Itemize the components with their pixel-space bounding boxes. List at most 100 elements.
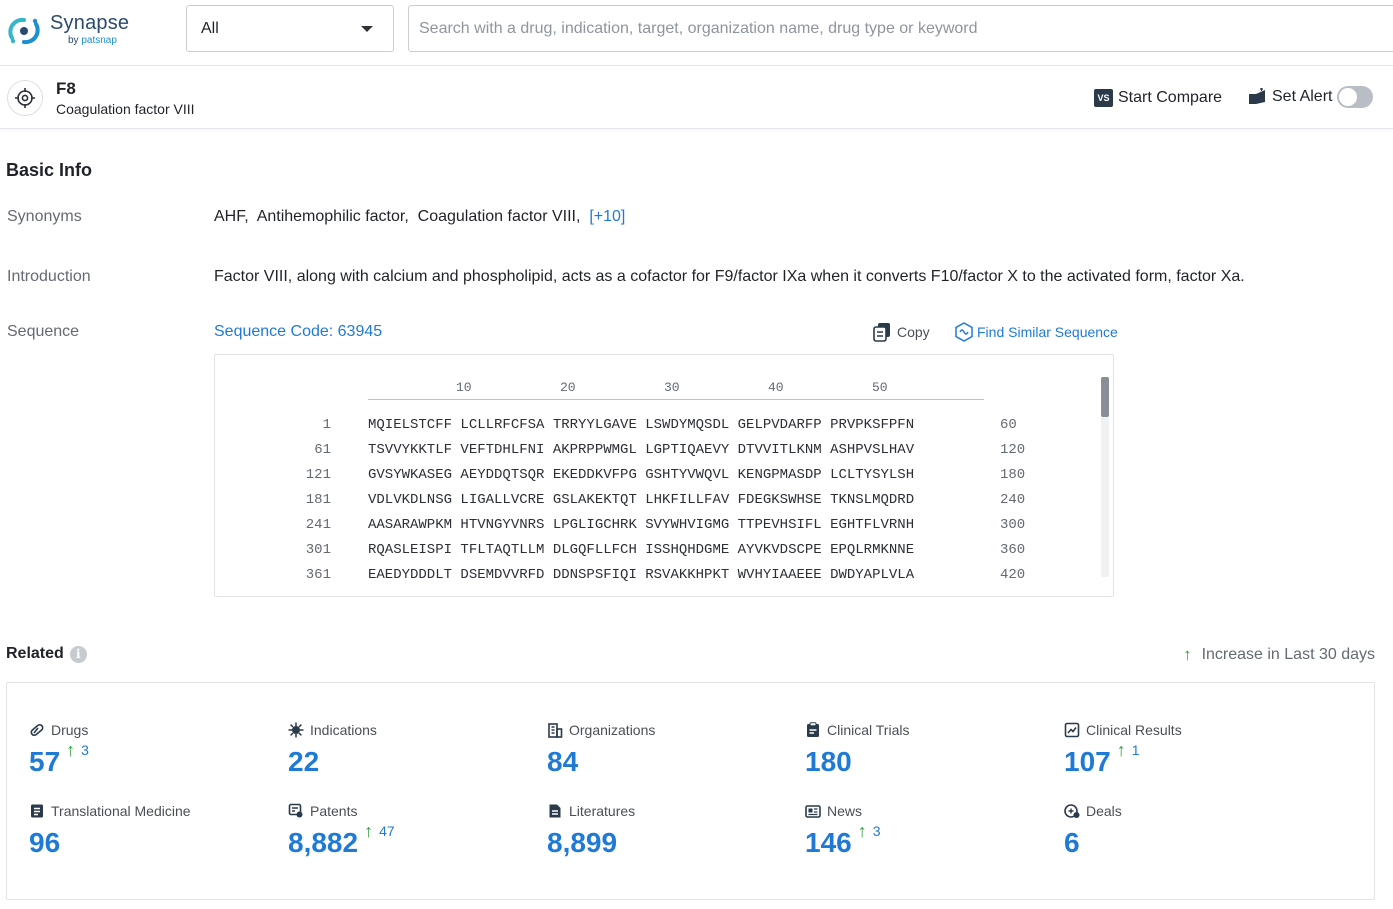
stat-translational-medicine[interactable]: Translational Medicine 96 bbox=[29, 801, 269, 871]
synapse-logo[interactable]: Synapse by patsnap bbox=[6, 12, 136, 48]
set-alert-toggle[interactable] bbox=[1337, 86, 1373, 108]
info-icon[interactable]: i bbox=[70, 646, 87, 663]
sequence-line-end: 120 bbox=[1000, 442, 1025, 458]
scrollbar-thumb[interactable] bbox=[1101, 377, 1109, 417]
ruler-tick: 40 bbox=[768, 380, 784, 395]
sequence-line: 361 EAEDYDDDLT DSEMDVVRFD DDNSPSFIQI RSVA… bbox=[215, 567, 1095, 592]
stat-patents[interactable]: Patents 8,882 ↑47 bbox=[288, 801, 528, 871]
sequence-line: 181 VDLVKDLNSG LIGALLVCRE GSLAKEKTQT LHKF… bbox=[215, 492, 1095, 517]
target-icon bbox=[7, 80, 43, 116]
stat-increase-value: 1 bbox=[1132, 741, 1140, 759]
sequence-label: Sequence bbox=[7, 323, 79, 341]
find-similar-label: Find Similar Sequence bbox=[977, 324, 1118, 340]
sequence-line-start: 181 bbox=[271, 492, 331, 508]
copy-button[interactable]: Copy bbox=[873, 320, 930, 344]
stat-label: News bbox=[827, 803, 862, 819]
related-title: Related i bbox=[6, 645, 87, 663]
stat-value: 96 bbox=[29, 827, 60, 859]
set-alert-label: Set Alert bbox=[1272, 88, 1332, 106]
notebook-icon bbox=[29, 803, 45, 819]
logo-by: by bbox=[68, 35, 79, 46]
ruler-tick: 30 bbox=[664, 380, 680, 395]
introduction-text: Factor VIII, along with calcium and phos… bbox=[214, 268, 1384, 286]
pill-icon bbox=[29, 722, 45, 738]
alert-bell-icon bbox=[1247, 88, 1267, 106]
stat-increase-value: 3 bbox=[81, 741, 89, 759]
clipboard-icon bbox=[805, 722, 821, 738]
stat-value: 8,899 bbox=[547, 827, 617, 859]
sequence-code-link[interactable]: Sequence Code: 63945 bbox=[214, 323, 382, 341]
logo-brand: patsnap bbox=[81, 35, 117, 46]
stat-value: 180 bbox=[805, 746, 852, 778]
sequence-line-start: 361 bbox=[271, 567, 331, 583]
copy-label: Copy bbox=[897, 324, 930, 340]
stat-label: Drugs bbox=[51, 722, 88, 738]
arrow-up-icon: ↑ bbox=[858, 822, 867, 840]
stat-label: Indications bbox=[310, 722, 377, 738]
ruler-tick: 10 bbox=[456, 380, 472, 395]
sequence-line-residues: VDLVKDLNSG LIGALLVCRE GSLAKEKTQT LHKFILL… bbox=[368, 492, 914, 508]
sequence-line-start: 1 bbox=[271, 417, 331, 433]
synonyms-list: AHF, Antihemophilic factor, Coagulation … bbox=[214, 208, 625, 226]
sequence-line-residues: RQASLEISPI TFLTAQTLLM DLGQFLLFCH ISSHQHD… bbox=[368, 542, 914, 558]
sequence-line-residues: EAEDYDDDLT DSEMDVVRFD DDNSPSFIQI RSVAKKH… bbox=[368, 567, 914, 583]
stat-label: Patents bbox=[310, 803, 357, 819]
stat-news[interactable]: News 146 ↑3 bbox=[805, 801, 1045, 871]
stat-clinical-trials[interactable]: Clinical Trials 180 bbox=[805, 720, 1045, 790]
sequence-line: 61TSVVYKKTLF VEFTDHLFNI AKPRPPWMGL LGPTI… bbox=[215, 442, 1095, 467]
sequence-line-end: 240 bbox=[1000, 492, 1025, 508]
stat-increase-value: 3 bbox=[873, 822, 881, 840]
start-compare-button[interactable]: VS Start Compare bbox=[1094, 87, 1222, 109]
stat-organizations[interactable]: Organizations 84 bbox=[547, 720, 787, 790]
synonym-item: Antihemophilic factor, bbox=[257, 208, 409, 225]
search-scope-select[interactable]: All bbox=[186, 5, 394, 52]
sequence-scrollbar[interactable] bbox=[1101, 377, 1109, 577]
stat-increase: ↑1 bbox=[1117, 741, 1140, 759]
sequence-viewer[interactable]: 10 20 30 40 50 1MQIELSTCFF LCLLRFCFSA TR… bbox=[214, 354, 1114, 597]
stat-clinical-results[interactable]: Clinical Results 107 ↑1 bbox=[1064, 720, 1304, 790]
logo-sub: by patsnap bbox=[68, 35, 117, 46]
set-alert-control[interactable]: Set Alert bbox=[1247, 85, 1373, 109]
sequence-lines: 1MQIELSTCFF LCLLRFCFSA TRRYYLGAVE LSWDYM… bbox=[215, 417, 1095, 592]
stat-drugs[interactable]: Drugs 57 ↑ 3 bbox=[29, 720, 269, 790]
stat-label: Clinical Results bbox=[1086, 722, 1182, 738]
synonyms-more-link[interactable]: [+10] bbox=[589, 208, 625, 225]
basic-info-title: Basic Info bbox=[6, 160, 92, 181]
stat-value: 22 bbox=[288, 746, 319, 778]
ruler-tick: 50 bbox=[872, 380, 888, 395]
search-input[interactable] bbox=[408, 5, 1393, 52]
increase-legend-text: Increase in Last 30 days bbox=[1202, 646, 1375, 664]
synonyms-label: Synonyms bbox=[7, 208, 82, 226]
caret-down-icon bbox=[361, 26, 373, 32]
sequence-line-start: 301 bbox=[271, 542, 331, 558]
stat-deals[interactable]: Deals 6 bbox=[1064, 801, 1304, 871]
stat-indications[interactable]: Indications 22 bbox=[288, 720, 528, 790]
sequence-line: 1MQIELSTCFF LCLLRFCFSA TRRYYLGAVE LSWDYM… bbox=[215, 417, 1095, 442]
sequence-line: 301 RQASLEISPI TFLTAQTLLM DLGQFLLFCH ISSH… bbox=[215, 542, 1095, 567]
building-icon bbox=[547, 722, 563, 738]
sequence-line-end: 420 bbox=[1000, 567, 1025, 583]
patent-icon bbox=[288, 803, 304, 819]
sequence-line: 241AASARAWPKM HTVNGYVNRS LPGLIGCHRK SVYW… bbox=[215, 517, 1095, 542]
sequence-line-start: 61 bbox=[271, 442, 331, 458]
search-scope-value: All bbox=[201, 20, 219, 38]
ruler-tick: 20 bbox=[560, 380, 576, 395]
start-compare-label: Start Compare bbox=[1118, 89, 1222, 107]
stat-literatures[interactable]: Literatures 8,899 bbox=[547, 801, 787, 871]
stat-increase: ↑47 bbox=[364, 822, 395, 840]
entity-header: F8 Coagulation factor VIII VS Start Comp… bbox=[0, 67, 1393, 129]
arrow-up-icon: ↑ bbox=[66, 741, 75, 759]
arrow-up-icon: ↑ bbox=[1117, 741, 1126, 759]
sequence-line-end: 300 bbox=[1000, 517, 1025, 533]
newspaper-icon bbox=[805, 803, 821, 819]
find-similar-icon bbox=[955, 322, 973, 342]
synonym-item: AHF, bbox=[214, 208, 249, 225]
sequence-line-residues: GVSYWKASEG AEYDDQTSQR EKEDDKVFPG GSHTYVW… bbox=[368, 467, 914, 483]
find-similar-sequence-button[interactable]: Find Similar Sequence bbox=[955, 320, 1118, 344]
stat-increase-value: 47 bbox=[379, 822, 395, 840]
arrow-up-icon: ↑ bbox=[1183, 645, 1192, 665]
sequence-line-end: 60 bbox=[1000, 417, 1017, 433]
stat-value: 57 bbox=[29, 746, 60, 778]
chart-doc-icon bbox=[1064, 722, 1080, 738]
stat-label: Deals bbox=[1086, 803, 1122, 819]
